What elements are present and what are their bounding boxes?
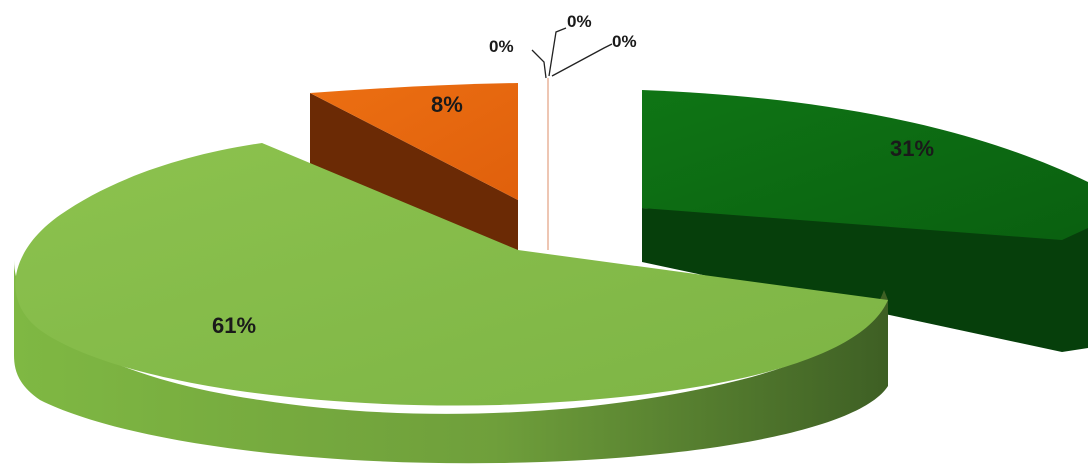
slice-31-top: [642, 90, 1088, 240]
slice-61-top: [15, 143, 888, 406]
slice-31-side: [642, 208, 1088, 352]
label-slice-31: 31%: [890, 136, 934, 161]
label-slice-0-c: 0%: [612, 32, 637, 51]
slice-8: [310, 83, 518, 250]
slice-61: [14, 143, 888, 464]
slice-61-side: [14, 260, 888, 464]
label-slice-0-a: 0%: [489, 37, 514, 56]
zero-leader-2: [548, 27, 567, 77]
label-slice-61: 61%: [212, 313, 256, 338]
slice-31: [642, 90, 1088, 352]
label-slice-8: 8%: [431, 92, 463, 117]
zero-slices: [531, 27, 613, 250]
zero-leader-3: [551, 43, 613, 77]
slice-8-top: [310, 83, 518, 200]
zero-leader-1: [531, 49, 547, 79]
slice-8-side: [310, 93, 518, 250]
label-slice-0-b: 0%: [567, 12, 592, 31]
